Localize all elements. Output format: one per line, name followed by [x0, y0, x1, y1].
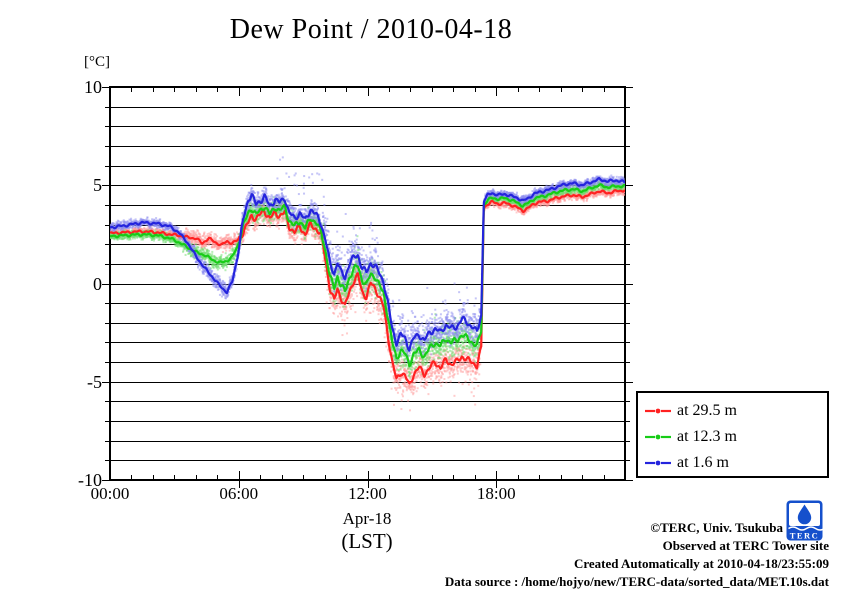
legend-item-1-6m: at 1.6 m: [638, 450, 827, 476]
terc-logo-icon: TERC: [786, 500, 823, 541]
y-tick-label: 10: [84, 77, 102, 97]
red-line-point-marker-icon: [645, 408, 671, 414]
y-axis-unit-label: [°C]: [84, 54, 110, 70]
data-source-text: Data source : /home/hojyo/new/TERC-data/…: [444, 574, 829, 589]
legend-label: at 12.3 m: [677, 428, 737, 445]
green-line-point-marker-icon: [645, 434, 671, 440]
y-tick-label: -5: [87, 371, 102, 392]
y-tick-label: 5: [93, 175, 102, 196]
x-axis-timezone-label: (LST): [341, 529, 393, 553]
legend-label: at 29.5 m: [677, 402, 737, 419]
x-axis-date-label: Apr-18: [342, 509, 392, 528]
terc-logo-text: TERC: [790, 531, 820, 541]
copyright-text: ©TERC, Univ. Tsukuba: [650, 520, 783, 535]
legend-item-29-5m: at 29.5 m: [638, 398, 827, 424]
legend: at 29.5 m at 12.3 m at 1.6 m: [636, 391, 829, 478]
x-tick-label: 00:00: [90, 484, 130, 503]
x-tick-label: 12:00: [348, 484, 387, 503]
y-tick-label: 0: [93, 273, 102, 294]
legend-label: at 1.6 m: [677, 454, 729, 471]
observed-site-text: Observed at TERC Tower site: [662, 538, 829, 553]
y-tick-label: -10: [78, 470, 102, 490]
x-tick-label: 18:00: [476, 484, 516, 503]
legend-item-12-3m: at 12.3 m: [638, 424, 827, 450]
x-tick-label: 06:00: [219, 484, 259, 503]
blue-line-point-marker-icon: [645, 460, 671, 466]
created-timestamp-text: Created Automatically at 2010-04-18/23:5…: [573, 556, 829, 571]
page-title: Dew Point / 2010-04-18: [229, 14, 513, 45]
